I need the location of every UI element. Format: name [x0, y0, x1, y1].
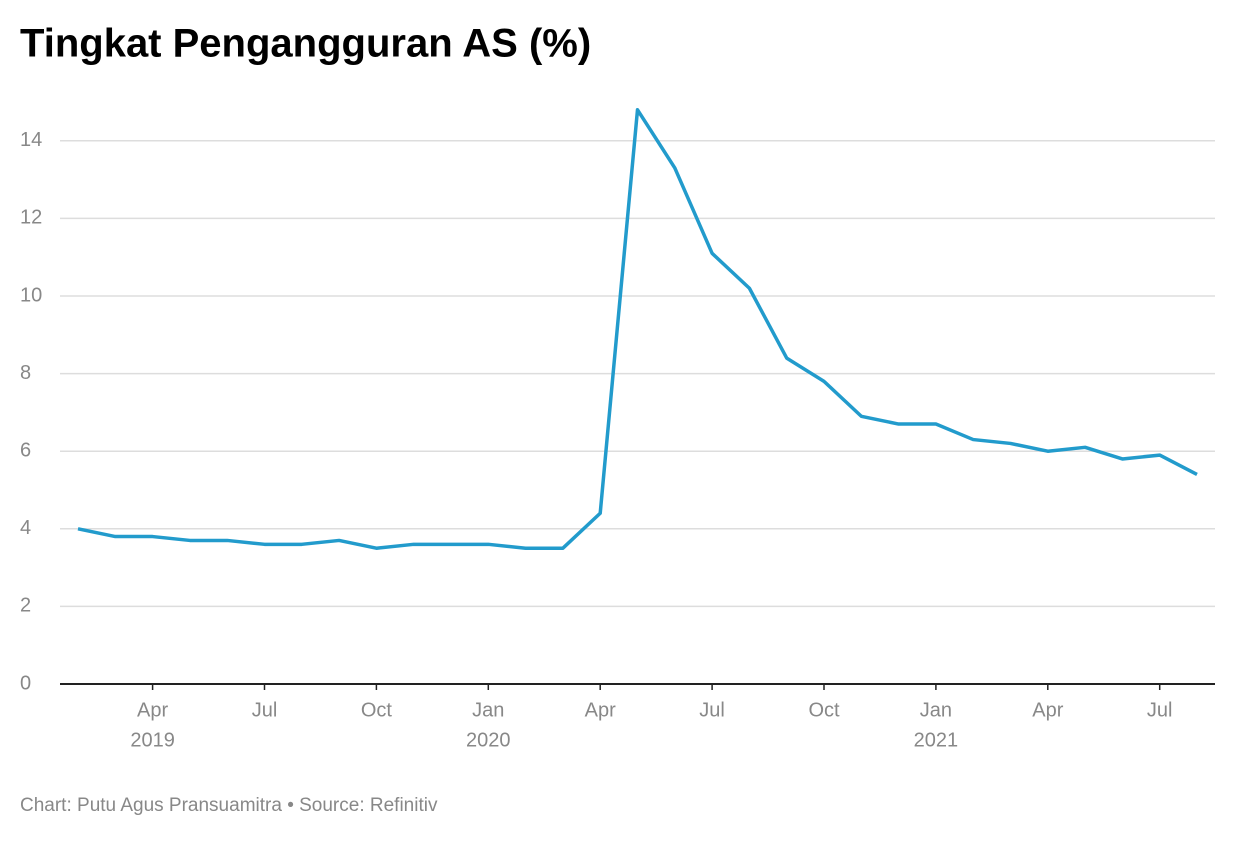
x-tick-label: Apr	[585, 699, 616, 721]
chart-title: Tingkat Pengangguran AS (%)	[20, 22, 591, 66]
y-tick-label: 4	[20, 517, 31, 539]
source: Chart: Putu Agus Pransuamitra • Source: …	[20, 795, 438, 816]
x-tick-label: Oct	[361, 699, 393, 721]
x-tick-label: Oct	[808, 699, 840, 721]
x-tick-label: Jan	[920, 699, 952, 721]
y-tick-label: 2	[20, 595, 31, 617]
x-tick-label: Jan	[472, 699, 504, 721]
x-tick-label: Apr	[137, 699, 168, 721]
y-tick-label: 10	[20, 284, 42, 306]
y-tick-label: 6	[20, 439, 31, 461]
x-tick-label: Apr	[1032, 699, 1063, 721]
y-tick-label: 14	[20, 129, 42, 151]
x-year-label: 2020	[466, 729, 511, 751]
line	[77, 108, 1198, 550]
x-year-label: 2021	[914, 729, 959, 751]
x-tick-label: Jul	[1147, 699, 1173, 721]
y-tick-label: 12	[20, 207, 42, 229]
y-tick-label: 0	[20, 672, 31, 694]
y-tick-label: 8	[20, 362, 31, 384]
x-tick-label: Jul	[252, 699, 278, 721]
x-tick-label: Jul	[699, 699, 725, 721]
x-year-label: 2019	[130, 729, 175, 751]
